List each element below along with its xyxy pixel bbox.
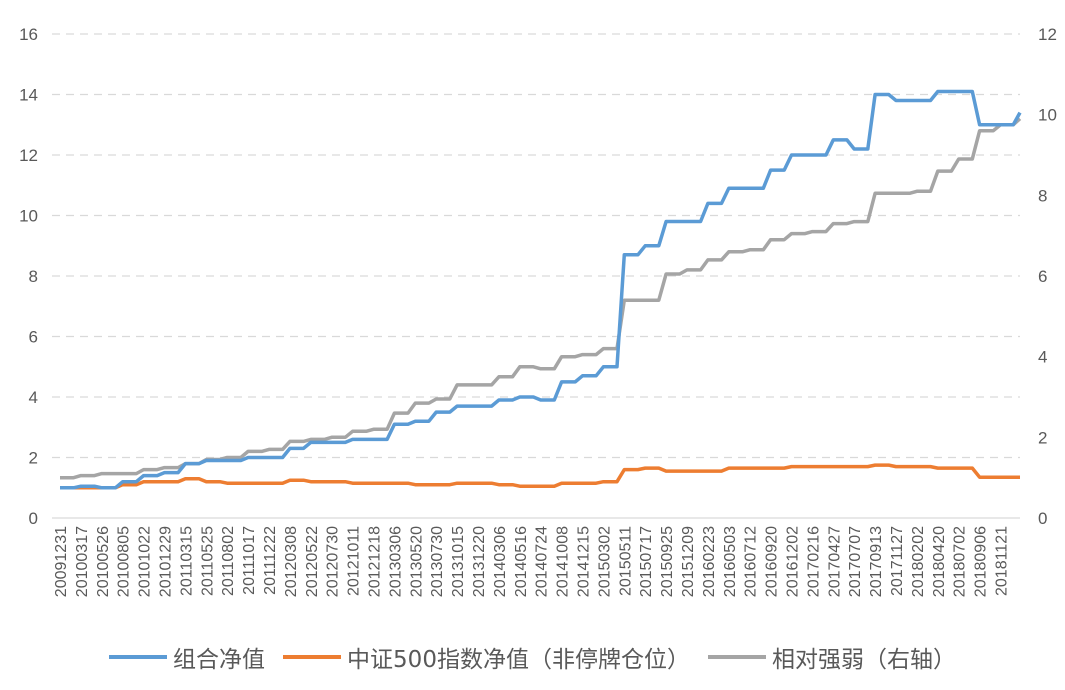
x-tick-label: 20170913	[868, 526, 885, 597]
y2-tick-label: 8	[1038, 186, 1047, 205]
y-tick-label: 16	[19, 25, 38, 44]
legend-swatch	[707, 655, 766, 659]
x-tick-label: 20110525	[199, 526, 216, 596]
x-tick-label: 20100526	[95, 526, 112, 597]
legend-swatch	[283, 655, 342, 659]
y2-tick-label: 10	[1038, 106, 1057, 125]
x-tick-label: 20111017	[241, 526, 258, 595]
x-tick-label: 20180420	[931, 526, 948, 597]
y-tick-label: 8	[29, 267, 38, 286]
y2-tick-label: 12	[1038, 25, 1057, 44]
legend-item-relative: 相对强弱（右轴）	[707, 640, 956, 674]
series-lines	[60, 89, 1022, 490]
x-tick-label: 20171127	[889, 526, 906, 596]
x-tick-label: 20091231	[53, 526, 70, 597]
x-tick-label: 20160712	[743, 526, 760, 597]
legend-swatch	[109, 655, 168, 659]
right-axis-ticks: 0 2 4 6 8 10 12	[1038, 25, 1057, 528]
y-tick-label: 14	[19, 86, 38, 105]
x-tick-label: 20131220	[471, 526, 488, 597]
x-tick-label: 20120730	[325, 526, 342, 597]
x-tick-label: 20100317	[74, 526, 91, 597]
x-tick-label: 20181121	[994, 526, 1011, 596]
y2-tick-label: 0	[1038, 509, 1047, 528]
x-tick-label: 20131015	[450, 526, 467, 597]
x-tick-label: 20130520	[408, 526, 425, 597]
x-tick-label: 20111222	[262, 526, 279, 595]
left-axis-ticks: 0 2 4 6 8 10 12 14 16	[19, 25, 38, 528]
legend-label: 中证500指数净值（非停牌仓位）	[347, 647, 690, 673]
x-tick-label: 20140724	[534, 526, 551, 597]
x-tick-label: 20140516	[513, 526, 530, 597]
y-tick-label: 4	[29, 388, 38, 407]
x-tick-label: 20170427	[826, 526, 843, 597]
x-tick-label: 20180202	[910, 526, 927, 597]
x-tick-label: 20130306	[387, 526, 404, 597]
x-tick-label: 20150925	[659, 526, 676, 597]
x-tick-label: 20120308	[283, 526, 300, 597]
legend-label: 相对强弱（右轴）	[771, 647, 956, 673]
y-tick-label: 12	[19, 146, 38, 165]
x-tick-label: 20110315	[178, 526, 195, 596]
legend-item-csi500: 中证500指数净值（非停牌仓位）	[283, 640, 690, 674]
x-tick-label: 20101022	[137, 526, 154, 597]
x-tick-label: 20141008	[555, 526, 572, 597]
x-tick-label: 20150511	[617, 526, 634, 596]
y-tick-label: 2	[29, 449, 38, 468]
x-axis-ticks: 20091231 20100317 20100526 20100805 20101022…	[53, 526, 1011, 597]
x-tick-label: 20170707	[847, 526, 864, 597]
y2-tick-label: 4	[1038, 348, 1047, 367]
series-line-1	[60, 463, 1020, 490]
series-line-2	[60, 117, 1022, 480]
x-tick-label: 20120522	[304, 526, 321, 597]
x-tick-label: 20170216	[805, 526, 822, 597]
line-chart: 0 2 4 6 8 10 12 14 16 0 2 4 6 8 10 12 20091231 20100317…	[19, 25, 1057, 597]
x-tick-label: 20151209	[680, 526, 697, 597]
y2-tick-label: 2	[1038, 428, 1047, 447]
x-tick-label: 20100805	[116, 526, 133, 597]
series-line-0	[60, 89, 1022, 490]
x-tick-label: 20180906	[973, 526, 990, 597]
x-tick-label: 20150717	[638, 526, 655, 597]
x-tick-label: 20160503	[722, 526, 739, 597]
x-tick-label: 20130730	[429, 526, 446, 597]
x-tick-label: 20180702	[952, 526, 969, 597]
x-tick-label: 20121011	[346, 526, 363, 596]
y-tick-label: 10	[19, 207, 38, 226]
x-tick-label: 20110802	[220, 526, 237, 596]
legend-label: 组合净值	[173, 647, 266, 673]
x-tick-label: 20101229	[158, 526, 175, 597]
y2-tick-label: 6	[1038, 267, 1047, 286]
x-tick-label: 20121218	[367, 526, 384, 597]
legend: 组合净值 中证500指数净值（非停牌仓位） 相对强弱（右轴）	[0, 640, 1065, 674]
x-tick-label: 20150302	[596, 526, 613, 597]
x-tick-label: 20161202	[785, 526, 802, 597]
x-tick-label: 20160223	[701, 526, 718, 597]
x-tick-label: 20140306	[492, 526, 509, 597]
y-tick-label: 0	[29, 509, 38, 528]
y-tick-label: 6	[29, 328, 38, 347]
x-tick-label: 20141215	[576, 526, 593, 597]
legend-item-portfolio: 组合净值	[109, 640, 265, 674]
x-tick-label: 20160920	[764, 526, 781, 597]
